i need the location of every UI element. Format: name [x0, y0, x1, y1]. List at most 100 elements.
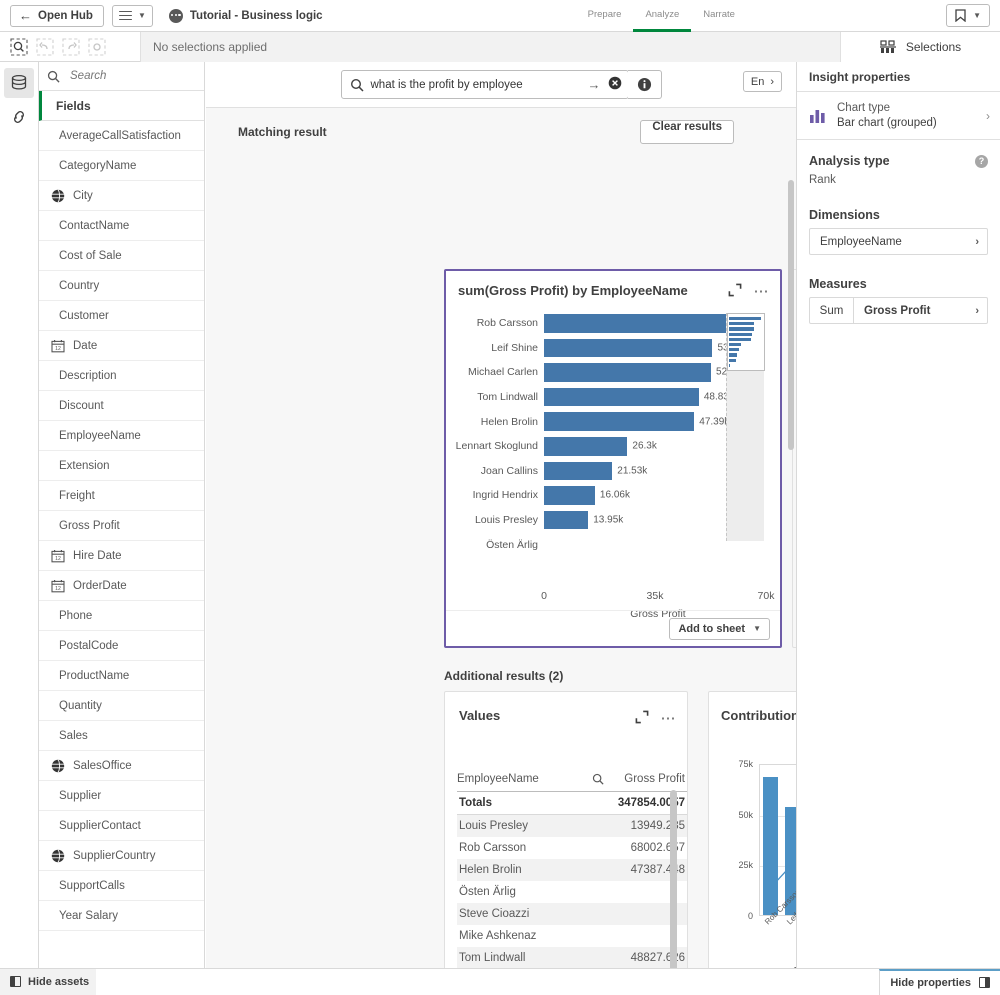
bar[interactable] [544, 510, 589, 530]
app-menu-button[interactable]: ▼ [111, 4, 153, 27]
field-item-supplier[interactable]: Supplier [39, 781, 204, 811]
table-row[interactable]: Tom Lindwall 48827.626 [457, 947, 687, 968]
pareto-bar[interactable] [763, 777, 779, 915]
values-table[interactable]: EmployeeName Gross Profit Totals 347854.… [457, 767, 687, 968]
pareto-bar[interactable] [784, 807, 796, 915]
field-item-categoryname[interactable]: CategoryName [39, 151, 204, 181]
bar-row[interactable]: Östen Ärlig [454, 532, 772, 557]
bar-row[interactable]: Joan Callins 21.53k [454, 459, 772, 484]
field-item-phone[interactable]: Phone [39, 601, 204, 631]
field-item-cost-of-sale[interactable]: Cost of Sale [39, 241, 204, 271]
field-item-city[interactable]: City [39, 181, 204, 211]
card-menu-icon[interactable]: ⋯ [660, 709, 677, 727]
card-menu-icon[interactable]: ⋯ [753, 282, 770, 300]
field-item-averagecallsatisfaction[interactable]: AverageCallSatisfaction [39, 121, 204, 151]
field-item-country[interactable]: Country [39, 271, 204, 301]
cell-employeename[interactable]: Louis Presley [459, 820, 529, 832]
bar-row[interactable]: Ingrid Hendrix 16.06k [454, 483, 772, 508]
field-item-postalcode[interactable]: PostalCode [39, 631, 204, 661]
language-selector[interactable]: En › [742, 71, 782, 92]
open-hub-button[interactable]: ← Open Hub [10, 4, 104, 27]
nav-storytelling[interactable]: Narrate Storytelling [691, 0, 747, 32]
main-scrollbar-thumb[interactable] [788, 180, 794, 450]
assets-search-input[interactable] [68, 69, 178, 83]
field-item-discount[interactable]: Discount [39, 391, 204, 421]
bar-row[interactable]: Helen Brolin 47.39k [454, 409, 772, 434]
field-item-year-salary[interactable]: Year Salary [39, 901, 204, 931]
col-employeename[interactable]: EmployeeName [457, 773, 604, 785]
table-vertical-scrollbar[interactable] [670, 790, 677, 968]
selections-button[interactable]: Selections [840, 31, 1000, 62]
col-grossprofit-label[interactable]: Gross Profit [624, 773, 685, 785]
bar-row[interactable]: Michael Carlen52.67k [454, 360, 772, 385]
measure-pill[interactable]: Sum Gross Profit › [809, 297, 988, 324]
field-item-description[interactable]: Description [39, 361, 204, 391]
chart-type-row[interactable]: Chart type Bar chart (grouped) › [797, 92, 1000, 140]
fullscreen-icon[interactable] [728, 283, 742, 300]
cell-employeename[interactable]: Helen Brolin [459, 864, 522, 876]
bar-row[interactable]: Tom Lindwall 48.83k [454, 385, 772, 410]
selection-search-icon[interactable] [8, 36, 30, 58]
table-row[interactable]: Rob Carsson 68002.657 [457, 837, 687, 859]
bar[interactable] [544, 314, 760, 333]
step-back-icon[interactable] [34, 36, 56, 58]
bar[interactable] [544, 338, 713, 358]
step-forward-icon[interactable] [60, 36, 82, 58]
submit-arrow-icon[interactable]: → [587, 77, 601, 92]
assets-header[interactable]: Fields [39, 91, 204, 121]
field-item-contactname[interactable]: ContactName [39, 211, 204, 241]
nav-insights[interactable]: Analyze Insights▾ [633, 0, 692, 32]
rail-fields-button[interactable] [4, 68, 34, 98]
clear-all-icon[interactable] [86, 36, 108, 58]
dimension-pill[interactable]: EmployeeName › [809, 228, 988, 255]
field-item-orderdate[interactable]: 12 OrderDate [39, 571, 204, 601]
table-row[interactable]: Louis Presley 13949.235 [457, 815, 687, 837]
clear-results-button[interactable]: Clear results [640, 120, 734, 144]
bar[interactable] [544, 387, 699, 407]
field-item-freight[interactable]: Freight [39, 481, 204, 511]
cell-employeename[interactable]: Rob Carsson [459, 842, 527, 854]
chart-minimap-scrollbar[interactable] [726, 313, 765, 541]
bar-row[interactable]: Rob Carsson68k [454, 311, 772, 336]
field-item-suppliercontact[interactable]: SupplierContact [39, 811, 204, 841]
field-item-productname[interactable]: ProductName [39, 661, 204, 691]
table-row[interactable]: Steve Cioazzi [457, 903, 687, 925]
field-item-suppliercountry[interactable]: SupplierCountry [39, 841, 204, 871]
table-row[interactable]: Mike Ashkenaz [457, 925, 687, 947]
add-to-sheet-button[interactable]: Add to sheet ▼ [669, 617, 770, 640]
clear-search-icon[interactable] [608, 76, 622, 93]
field-item-customer[interactable]: Customer [39, 301, 204, 331]
nav-logical-model[interactable]: Prepare Logical model▾ [576, 0, 634, 32]
field-item-salesoffice[interactable]: SalesOffice [39, 751, 204, 781]
help-icon[interactable]: ? [975, 154, 988, 168]
bar-row[interactable]: Lennart Skoglund 26.3k [454, 434, 772, 459]
matching-result-card[interactable]: sum(Gross Profit) by EmployeeName ⋯ Rob … [444, 269, 782, 648]
fullscreen-icon[interactable] [635, 710, 649, 727]
cell-employeename[interactable]: Steve Cioazzi [459, 908, 530, 920]
table-row[interactable]: Helen Brolin 47387.448 [457, 859, 687, 881]
cell-employeename[interactable]: Östen Ärlig [459, 886, 516, 898]
hide-properties-button[interactable]: Hide properties [879, 968, 1000, 995]
search-icon[interactable] [592, 773, 604, 785]
rail-associations-button[interactable] [4, 102, 34, 132]
field-item-gross-profit[interactable]: Gross Profit [39, 511, 204, 541]
bar-row[interactable]: Leif Shine53.12k [454, 336, 772, 361]
field-item-date[interactable]: 12 Date [39, 331, 204, 361]
cell-employeename[interactable]: Mike Ashkenaz [459, 930, 537, 942]
bar[interactable] [544, 436, 628, 456]
bar[interactable] [544, 363, 712, 382]
insight-search-box[interactable]: what is the profit by employee → [340, 70, 629, 99]
field-item-extension[interactable]: Extension [39, 451, 204, 481]
field-item-employeename[interactable]: EmployeeName [39, 421, 204, 451]
bar[interactable] [544, 486, 595, 505]
bar[interactable] [544, 412, 695, 431]
hide-assets-button[interactable]: Hide assets [0, 968, 96, 995]
search-query-text[interactable]: what is the profit by employee [370, 78, 523, 91]
field-item-hire-date[interactable]: 12 Hire Date [39, 541, 204, 571]
field-item-quantity[interactable]: Quantity [39, 691, 204, 721]
bar-row[interactable]: Louis Presley 13.95k [454, 508, 772, 533]
cell-employeename[interactable]: Tom Lindwall [459, 952, 526, 964]
field-item-supportcalls[interactable]: SupportCalls [39, 871, 204, 901]
search-info-button[interactable] [627, 70, 662, 99]
